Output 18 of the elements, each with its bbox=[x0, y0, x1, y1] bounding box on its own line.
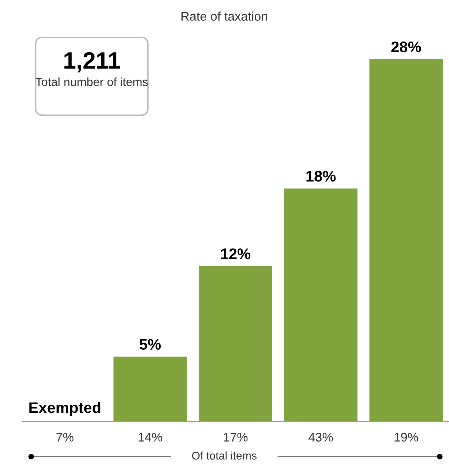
bar bbox=[284, 188, 358, 422]
data-label: 28% bbox=[392, 42, 422, 53]
x-tick-label: 43% bbox=[308, 432, 334, 442]
x-tick-label: 7% bbox=[56, 433, 74, 442]
x-axis-title: Of total items bbox=[192, 452, 257, 460]
data-label: 5% bbox=[140, 339, 162, 350]
data-label: Exempted bbox=[30, 402, 101, 416]
chart-title: Rate of taxation bbox=[182, 12, 268, 21]
bar bbox=[114, 356, 188, 422]
annotation: Total number of items bbox=[36, 78, 148, 86]
annotation: 1,211 bbox=[64, 52, 120, 73]
bar bbox=[370, 59, 444, 422]
x-tick-label: 14% bbox=[138, 433, 162, 442]
bar bbox=[199, 266, 272, 422]
data-label: 18% bbox=[306, 171, 336, 182]
x-tick-label: 19% bbox=[394, 432, 418, 442]
data-label: 12% bbox=[221, 248, 251, 260]
x-tick-label: 17% bbox=[224, 433, 248, 442]
